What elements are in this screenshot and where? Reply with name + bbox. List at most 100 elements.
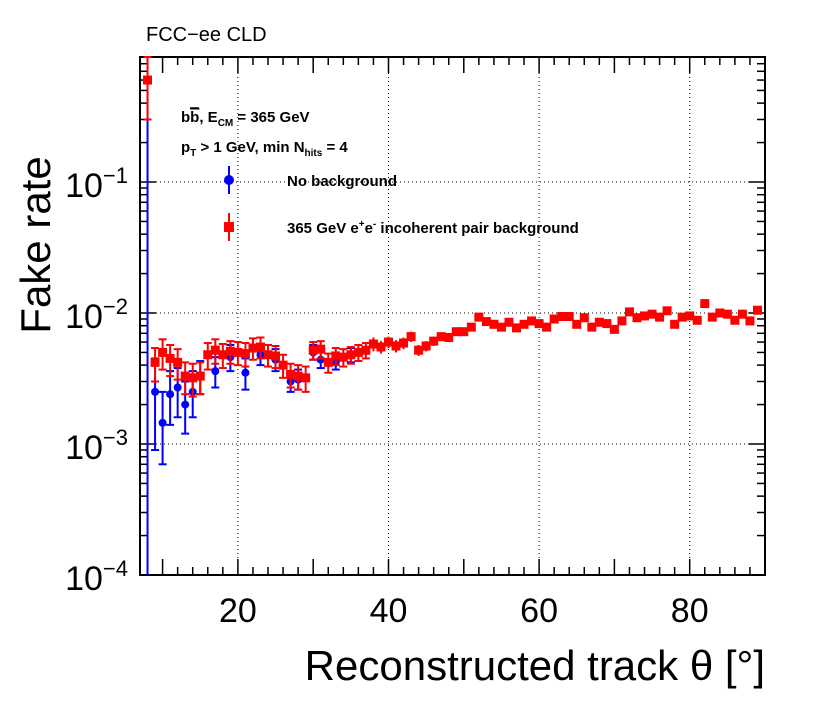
pair-background-point <box>429 336 439 346</box>
pair-background-point <box>323 357 333 367</box>
pair-background-point <box>331 351 341 361</box>
pair-background-point <box>632 313 642 323</box>
pair-background-point <box>594 317 604 327</box>
pair-background-point <box>278 360 288 370</box>
pair-background-point <box>466 322 476 332</box>
plot-frame <box>139 56 766 576</box>
pair-background-point <box>414 345 424 355</box>
no-background-point <box>241 368 250 377</box>
pair-background-point <box>406 332 416 342</box>
axis-ticks <box>140 56 766 576</box>
pair-background-point <box>587 322 597 332</box>
x-tick-label: 20 <box>219 592 257 630</box>
pair-background-point <box>527 316 537 326</box>
grid <box>140 57 765 575</box>
no-background-point <box>166 390 175 399</box>
pair-background-point <box>225 346 235 356</box>
pair-background-point <box>210 345 220 355</box>
annotation-cuts: pT > 1 GeV, min Nhits = 4 <box>181 139 348 159</box>
pair-background-point <box>338 352 348 362</box>
y-tick-label: 10−3 <box>65 425 128 467</box>
pair-background-point <box>255 342 265 352</box>
pair-background-point <box>481 317 491 327</box>
pair-background-point <box>195 371 205 381</box>
pair-background-point <box>436 332 446 342</box>
pair-background-point <box>271 351 281 361</box>
x-tick-label: 40 <box>370 592 408 630</box>
pair-background-point <box>579 313 589 323</box>
pair-background-point <box>700 299 710 309</box>
pair-background-point <box>640 311 650 321</box>
pair-background-point <box>647 309 657 319</box>
pair-background-point <box>301 373 311 383</box>
pair-background-point <box>180 371 190 381</box>
pair-background-point <box>143 75 153 85</box>
pair-background-point <box>737 309 747 319</box>
pair-background-point <box>496 322 506 332</box>
pair-background-point <box>459 327 469 337</box>
pair-background-point <box>150 357 160 367</box>
no-background-point <box>181 400 190 409</box>
pair-background-point <box>165 353 175 363</box>
y-axis-label: Fake rate <box>12 156 59 333</box>
pair-background-point <box>752 305 762 315</box>
x-axis-label: Reconstructed track θ [°] <box>305 642 765 689</box>
pair-background-point <box>609 324 619 334</box>
x-tick-labels: 20 40 60 80 <box>219 592 709 630</box>
no-background-point <box>211 367 220 376</box>
pair-background-point <box>489 319 499 329</box>
no-background-point <box>151 387 160 396</box>
pair-background-point <box>549 314 559 324</box>
pair-background-point <box>376 342 386 352</box>
legend-pair-background-label: 365 GeV e+e- incoherent pair background <box>287 219 579 237</box>
pair-background-point <box>504 317 514 327</box>
annotation-process: bb, ECM = 365 GeV <box>181 109 310 129</box>
pair-background-point <box>557 312 567 322</box>
x-tick-label: 60 <box>520 592 558 630</box>
pair-background-point <box>346 350 356 360</box>
pair-background-point <box>240 349 250 359</box>
pair-background-point <box>617 316 627 326</box>
pair-background-point <box>188 373 198 383</box>
pair-background-point <box>707 312 717 322</box>
y-tick-label: 10−2 <box>65 294 128 336</box>
pair-background-point <box>203 350 213 360</box>
pair-background-point <box>572 319 582 329</box>
pair-background-point <box>399 338 409 348</box>
pair-background-point <box>173 357 183 367</box>
y-tick-label: 10−4 <box>65 556 128 598</box>
pair-background-point <box>293 371 303 381</box>
legend-no-background-label: No background <box>287 173 397 190</box>
pair-background-point <box>316 344 326 354</box>
pair-background-point <box>233 347 243 357</box>
pair-background-point <box>451 327 461 337</box>
pair-background-point <box>286 369 296 379</box>
pair-background-point <box>218 350 228 360</box>
pair-background-point <box>730 315 740 325</box>
pair-background-point <box>263 350 273 360</box>
pair-background-point <box>383 337 393 347</box>
no-background-point <box>173 383 182 392</box>
pair-background-point <box>670 319 680 329</box>
legend-pair-background-marker <box>224 222 234 232</box>
pair-background-point <box>662 306 672 316</box>
pair-background-point <box>512 323 522 333</box>
y-tick-labels: 10−1 10−2 10−3 10−4 <box>65 163 128 598</box>
pair-background-point <box>421 341 431 351</box>
pair-background-point <box>534 319 544 329</box>
pair-background-point <box>745 316 755 326</box>
y-tick-label: 10−1 <box>65 163 128 205</box>
pair-background-point <box>564 312 574 322</box>
pair-background-point <box>474 312 484 322</box>
legend-no-background-marker <box>224 175 234 185</box>
pair-background-point <box>624 307 634 317</box>
pair-background-point <box>391 341 401 351</box>
experiment-label: FCC−ee CLD <box>146 24 267 46</box>
pair-background-point <box>361 345 371 355</box>
legend: No background 365 GeV e+e- incoherent pa… <box>224 166 579 241</box>
pair-background-point <box>692 315 702 325</box>
x-tick-label: 80 <box>671 592 709 630</box>
pair-background-point <box>353 347 363 357</box>
pair-background-point <box>602 319 612 329</box>
